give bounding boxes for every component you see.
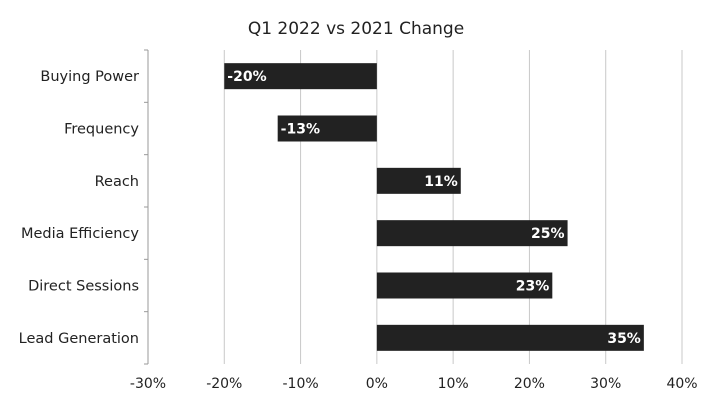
data-label: 23% — [516, 279, 550, 295]
category-label: Buying Power — [40, 69, 139, 85]
x-tick-label: 40% — [666, 376, 697, 392]
x-tick-label: -20% — [206, 376, 242, 392]
category-label: Direct Sessions — [28, 279, 139, 295]
category-label: Lead Generation — [19, 331, 139, 347]
bar-frequency — [277, 115, 377, 142]
bar-media-efficiency — [376, 220, 568, 247]
x-tick-label: 10% — [438, 376, 469, 392]
data-label: -13% — [281, 122, 320, 138]
data-label: -20% — [227, 69, 266, 85]
chart-title: Q1 2022 vs 2021 Change — [248, 19, 464, 39]
x-tick-label: -30% — [130, 376, 166, 392]
data-label: 11% — [424, 174, 458, 190]
data-label: 35% — [607, 331, 641, 347]
x-tick-label: 30% — [590, 376, 621, 392]
category-labels: Buying Power Frequency Reach Media Efficien… — [19, 69, 140, 347]
x-tick-label: 20% — [514, 376, 545, 392]
bar-reach — [376, 167, 461, 194]
bars: -20% -13% 11% 25% 23% 35% — [224, 63, 644, 351]
x-tick-label: 0% — [366, 376, 388, 392]
x-tick-label: -10% — [282, 376, 318, 392]
bar-direct-sessions — [376, 272, 553, 299]
bar-lead-generation — [376, 324, 644, 351]
gridlines — [223, 50, 683, 364]
category-label: Frequency — [64, 122, 139, 138]
category-label: Reach — [95, 174, 139, 190]
data-label: 25% — [531, 226, 565, 242]
y-axis — [144, 49, 149, 365]
bar-buying-power — [224, 63, 377, 90]
x-tick-labels: -30% -20% -10% 0% 10% 20% 30% 40% — [130, 376, 698, 392]
category-label: Media Efficiency — [21, 226, 139, 242]
